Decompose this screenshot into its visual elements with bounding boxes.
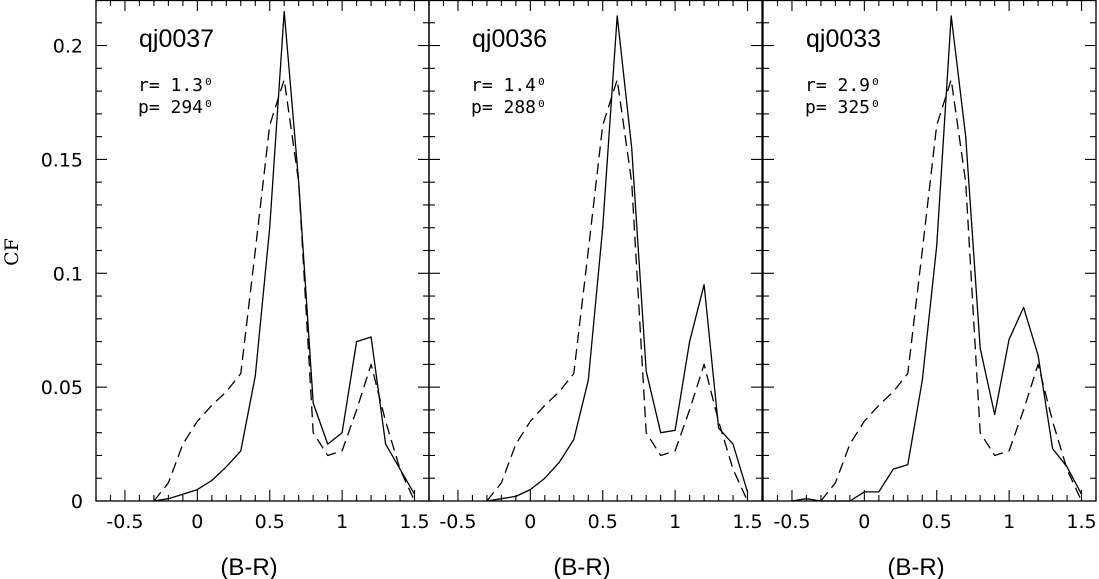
- panel-qj0033: -0.5 0 0.5 1 1.5 qj0033 r= 2.9⁰p= 325⁰ (B-R): [762, 0, 1097, 579]
- panel-qj0036: -0.5 0 0.5 1 1.5 qj0036 r= 1.4⁰p= 288⁰ (B-R): [428, 0, 763, 579]
- annotation-r: r= 1.3⁰: [138, 75, 214, 96]
- solid-series-line: [791, 15, 1083, 502]
- annotation-r: r= 2.9⁰: [805, 75, 881, 96]
- x-tick-label: 0.5: [922, 511, 952, 533]
- panel-title: qj0033: [806, 25, 881, 53]
- dashed-series-line: [820, 79, 1083, 502]
- solid-series-line: [153, 10, 416, 502]
- annotation-p: p= 294⁰: [138, 97, 214, 118]
- x-tick-label: -0.5: [106, 511, 143, 533]
- x-tick-label: 1: [669, 511, 681, 533]
- dashed-series-line: [486, 79, 749, 502]
- x-axis-label: (B-R): [220, 554, 277, 579]
- annotation-p: p= 288⁰: [471, 97, 547, 118]
- x-tick-label: 1: [1003, 511, 1015, 533]
- y-tick-label: 0.15: [41, 149, 83, 171]
- x-tick-label: 1.5: [732, 511, 762, 533]
- panel-qj0037: -0.5 0 0.5 1 1.5 0 0.05 0.1 0.15 0.2 qj0037 r= 1.3⁰…: [41, 0, 430, 579]
- dashed-series-line: [153, 79, 416, 502]
- panels: -0.5 0 0.5 1 1.5 0 0.05 0.1 0.15 0.2 qj0037 r= 1.3⁰…: [41, 0, 1097, 579]
- x-tick-label: -0.5: [773, 511, 810, 533]
- y-axis-label: CF: [1, 238, 23, 266]
- x-tick-label: 0: [858, 511, 870, 533]
- x-axis-label: (B-R): [553, 554, 610, 579]
- y-tick-label: 0.1: [53, 263, 83, 285]
- x-tick-label: 1: [336, 511, 348, 533]
- y-tick-label: 0: [71, 491, 83, 513]
- x-tick-label: 0.5: [588, 511, 618, 533]
- y-tick-label: 0.05: [41, 377, 83, 399]
- x-tick-label: 0: [191, 511, 203, 533]
- x-tick-label: -0.5: [439, 511, 476, 533]
- panel-title: qj0037: [139, 25, 214, 53]
- x-tick-label: 1.5: [399, 511, 429, 533]
- annotation-p: p= 325⁰: [805, 97, 881, 118]
- solid-series-line: [486, 15, 749, 502]
- x-axis-label: (B-R): [887, 554, 944, 579]
- panel-title: qj0036: [472, 25, 547, 53]
- x-tick-label: 0.5: [255, 511, 285, 533]
- x-tick-label: 1.5: [1066, 511, 1096, 533]
- annotation-r: r= 1.4⁰: [471, 75, 547, 96]
- x-tick-label: 0: [524, 511, 536, 533]
- y-tick-label: 0.2: [53, 36, 83, 58]
